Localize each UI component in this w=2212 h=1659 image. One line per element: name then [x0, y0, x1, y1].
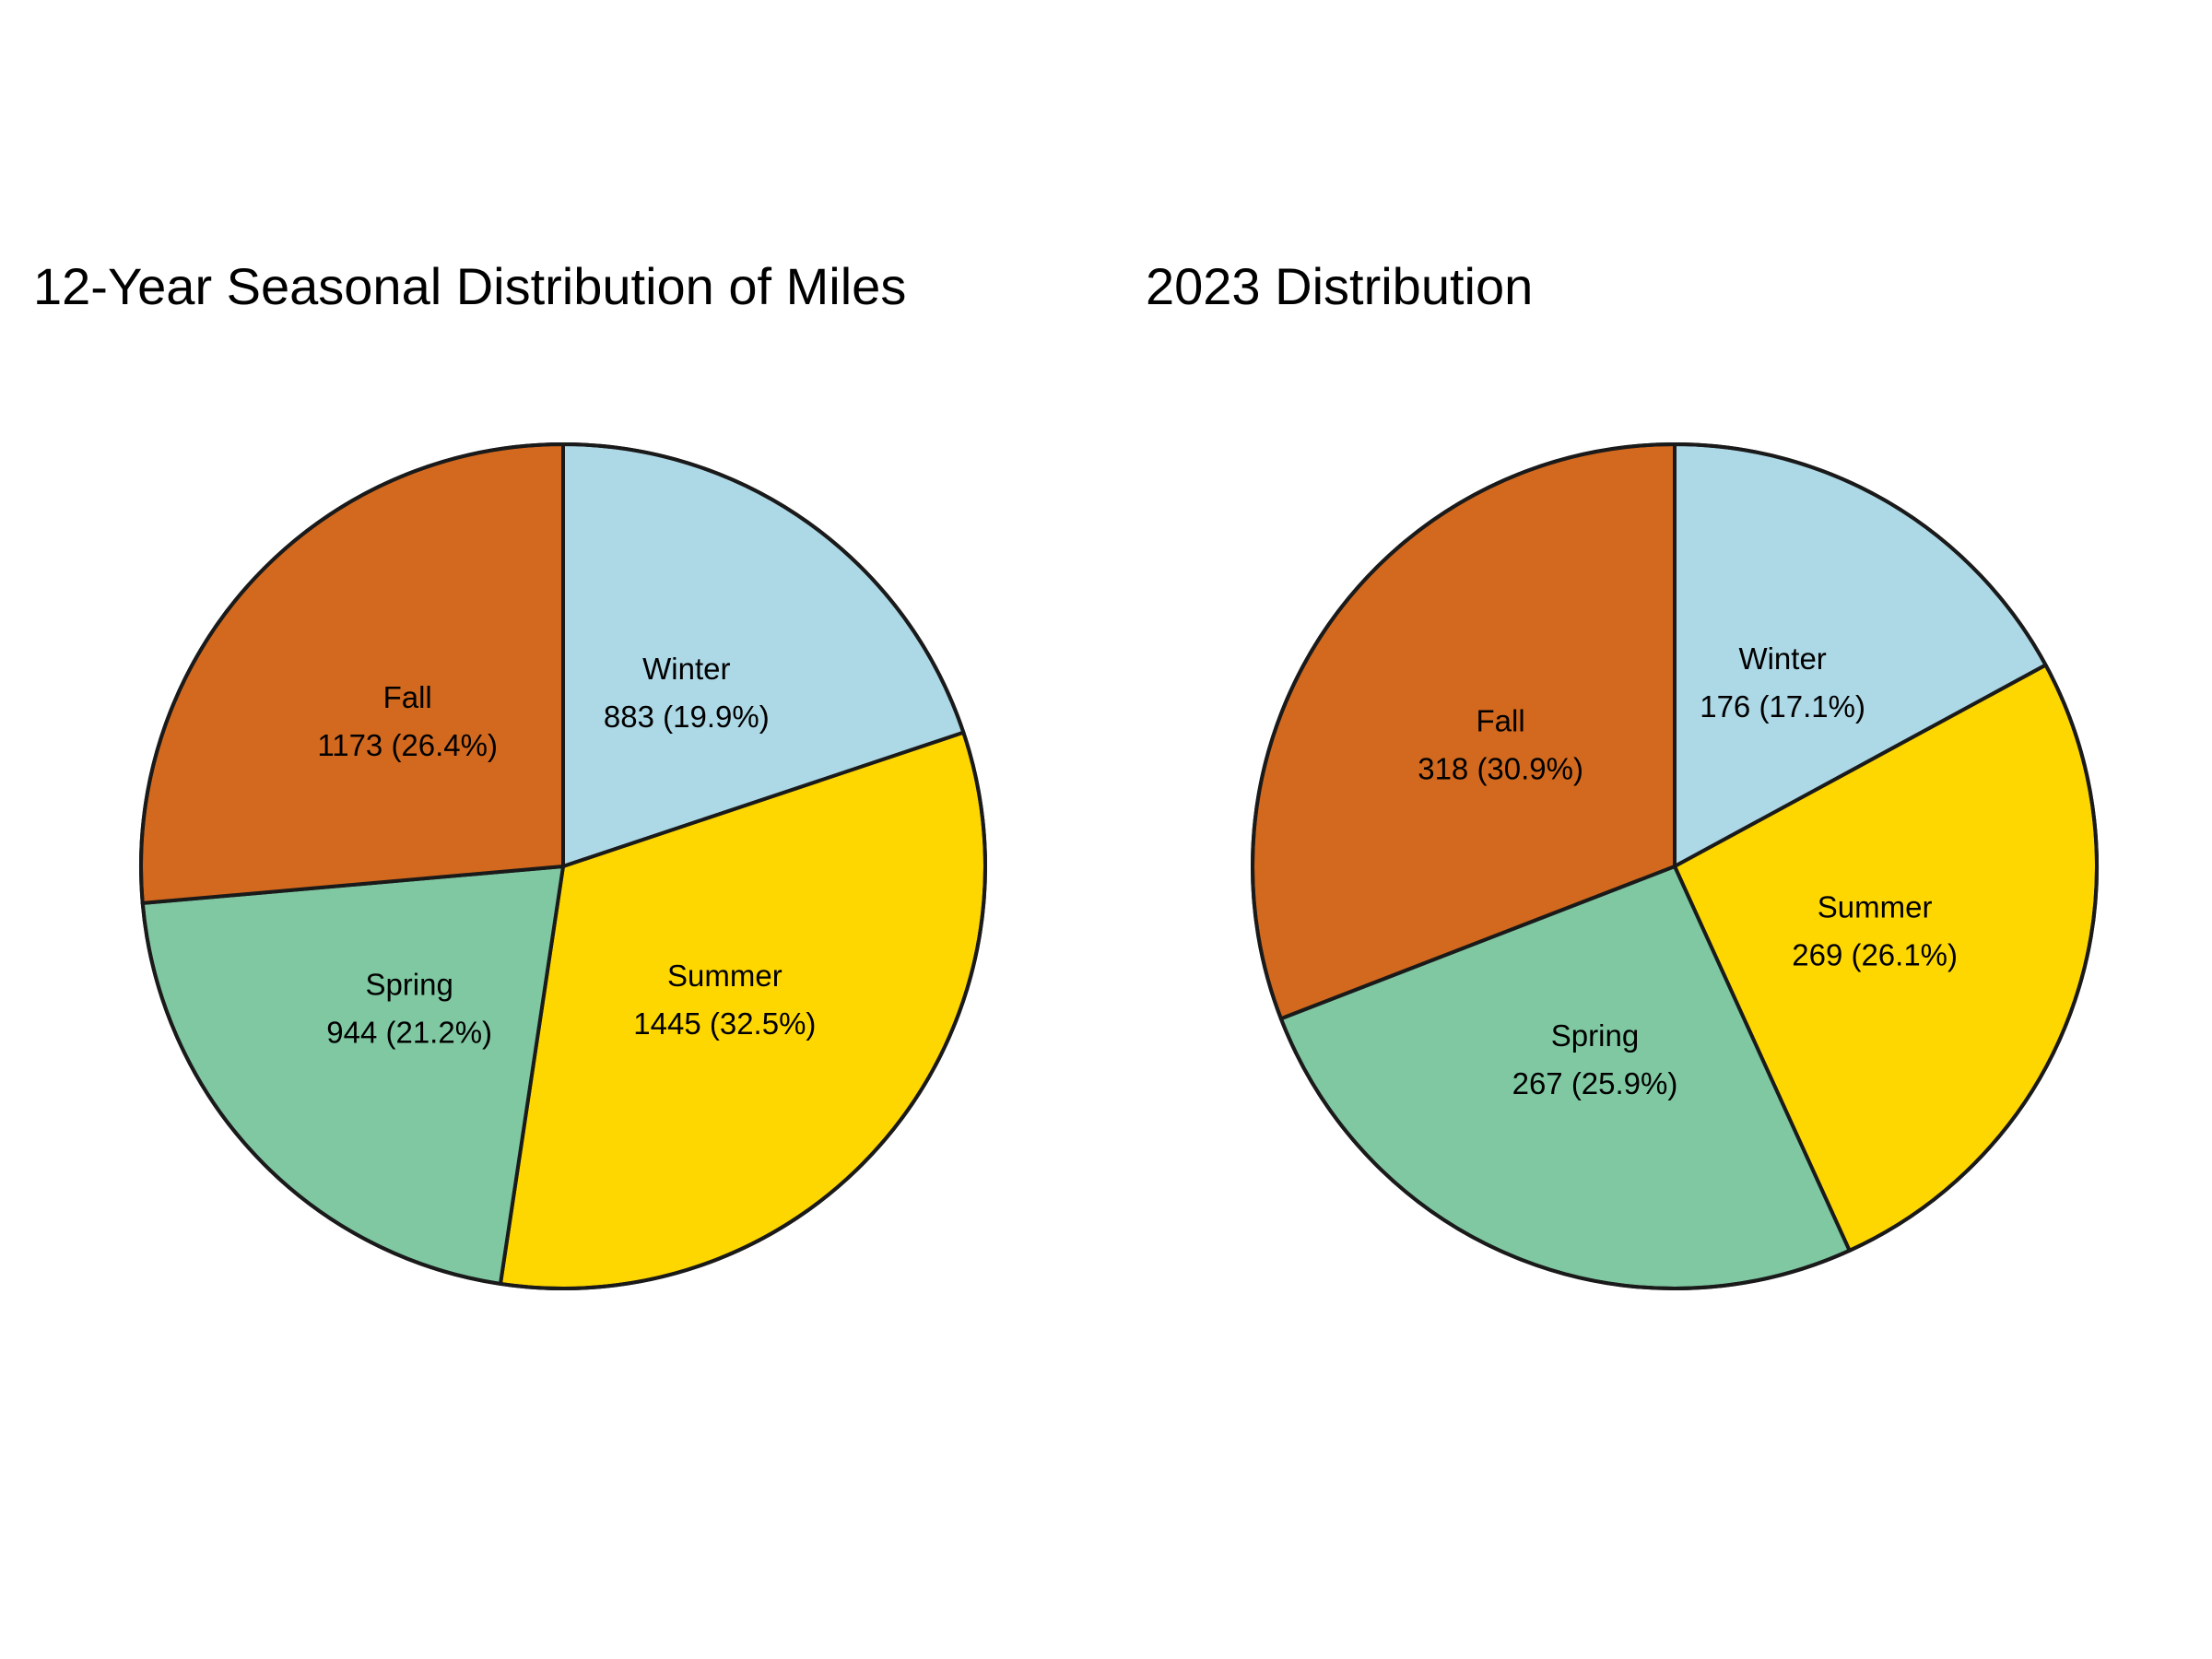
pie-chart-12-year: 12-Year Seasonal Distribution of Miles W…	[33, 257, 987, 1290]
pie-chart-2023: 2023 Distribution Winter 176 (17.1%) Summe…	[1146, 257, 2099, 1290]
chart-title: 2023 Distribution	[1146, 257, 1533, 315]
slice-value-fall: 1173 (26.4%)	[317, 728, 498, 762]
slice-label-spring: Spring	[1551, 1018, 1639, 1053]
slice-value-spring: 267 (25.9%)	[1512, 1066, 1678, 1100]
slice-label-winter: Winter	[1738, 641, 1826, 676]
chart-title: 12-Year Seasonal Distribution of Miles	[33, 257, 906, 315]
pie-outline	[1251, 442, 2099, 1290]
pie-slice-spring	[140, 865, 565, 1286]
slice-label-summer: Summer	[667, 959, 782, 993]
slice-value-spring: 944 (21.2%)	[326, 1016, 492, 1050]
slice-value-winter: 176 (17.1%)	[1700, 689, 1865, 724]
slice-label-summer: Summer	[1818, 889, 1933, 924]
slice-value-summer: 1445 (32.5%)	[633, 1006, 816, 1041]
slice-label-spring: Spring	[365, 968, 453, 1002]
slice-value-fall: 318 (30.9%)	[1418, 751, 1583, 785]
pie-outline	[139, 442, 987, 1290]
pie-slice-fall	[139, 442, 565, 905]
slice-label-fall: Fall	[1477, 703, 1525, 737]
slice-value-summer: 269 (26.1%)	[1792, 937, 1958, 971]
slice-label-fall: Fall	[383, 680, 432, 714]
slice-value-winter: 883 (19.9%)	[604, 700, 770, 734]
slice-label-winter: Winter	[642, 652, 730, 686]
